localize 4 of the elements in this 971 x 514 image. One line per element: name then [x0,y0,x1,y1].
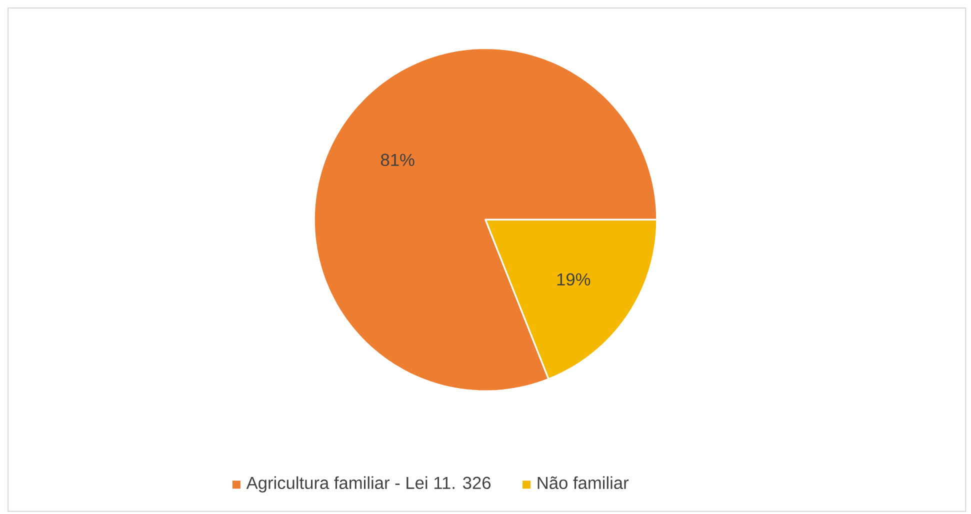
data-label: 19% [557,273,590,286]
data-label: 81% [381,154,414,166]
legend-label: Agricultura familiar - Lei 11. 326 [246,476,491,492]
legend-label: Não familiar [538,476,629,490]
